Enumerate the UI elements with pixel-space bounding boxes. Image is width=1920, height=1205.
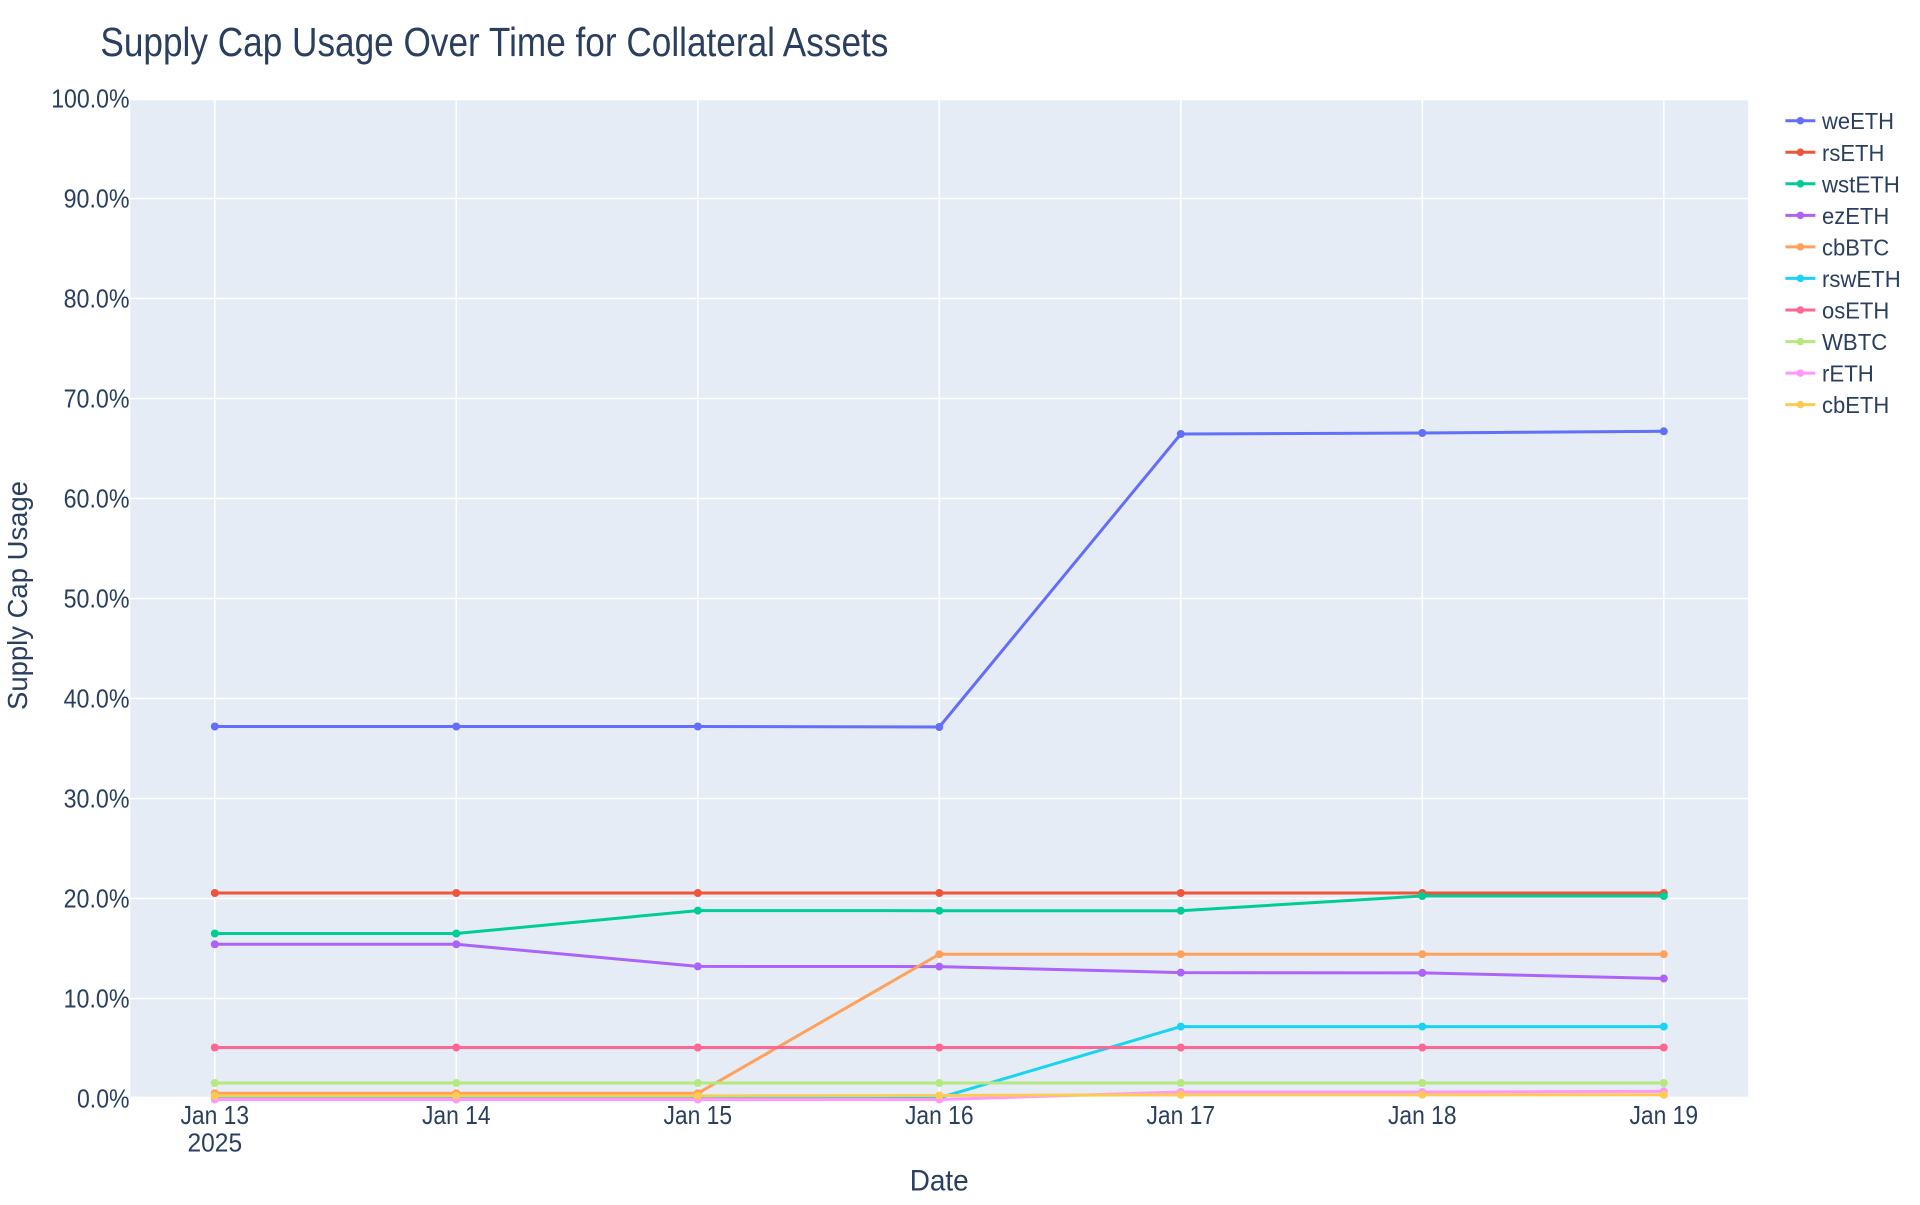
- svg-text:rswETH: rswETH: [1822, 266, 1901, 292]
- svg-text:Jan 19: Jan 19: [1630, 1100, 1699, 1130]
- svg-text:20.0%: 20.0%: [64, 884, 130, 914]
- svg-text:Jan 17: Jan 17: [1147, 1100, 1216, 1130]
- svg-text:90.0%: 90.0%: [64, 184, 130, 214]
- svg-text:wstETH: wstETH: [1821, 171, 1900, 197]
- svg-text:Jan 18: Jan 18: [1388, 1100, 1457, 1130]
- svg-text:cbETH: cbETH: [1822, 392, 1889, 418]
- svg-text:osETH: osETH: [1822, 298, 1889, 324]
- svg-text:Supply Cap Usage: Supply Cap Usage: [2, 481, 33, 710]
- svg-text:10.0%: 10.0%: [64, 984, 130, 1014]
- svg-text:30.0%: 30.0%: [64, 784, 130, 814]
- svg-text:0.0%: 0.0%: [77, 1084, 130, 1114]
- svg-text:Jan 13: Jan 13: [181, 1100, 250, 1130]
- svg-text:Jan 15: Jan 15: [664, 1100, 733, 1130]
- svg-text:rsETH: rsETH: [1822, 140, 1884, 166]
- svg-text:ezETH: ezETH: [1822, 203, 1889, 229]
- svg-text:100.0%: 100.0%: [51, 84, 129, 114]
- svg-text:40.0%: 40.0%: [64, 684, 130, 714]
- svg-text:2025: 2025: [188, 1128, 243, 1158]
- svg-text:80.0%: 80.0%: [64, 284, 130, 314]
- svg-text:Supply Cap Usage Over Time for: Supply Cap Usage Over Time for Collatera…: [100, 19, 888, 65]
- svg-text:70.0%: 70.0%: [64, 384, 130, 414]
- svg-text:WBTC: WBTC: [1822, 329, 1887, 355]
- svg-text:weETH: weETH: [1821, 108, 1894, 134]
- svg-text:50.0%: 50.0%: [64, 584, 130, 614]
- svg-text:Jan 16: Jan 16: [905, 1100, 974, 1130]
- svg-text:rETH: rETH: [1822, 361, 1874, 387]
- svg-text:60.0%: 60.0%: [64, 484, 130, 514]
- svg-text:Date: Date: [910, 1165, 969, 1198]
- svg-text:cbBTC: cbBTC: [1822, 234, 1889, 260]
- svg-text:Jan 14: Jan 14: [422, 1100, 491, 1130]
